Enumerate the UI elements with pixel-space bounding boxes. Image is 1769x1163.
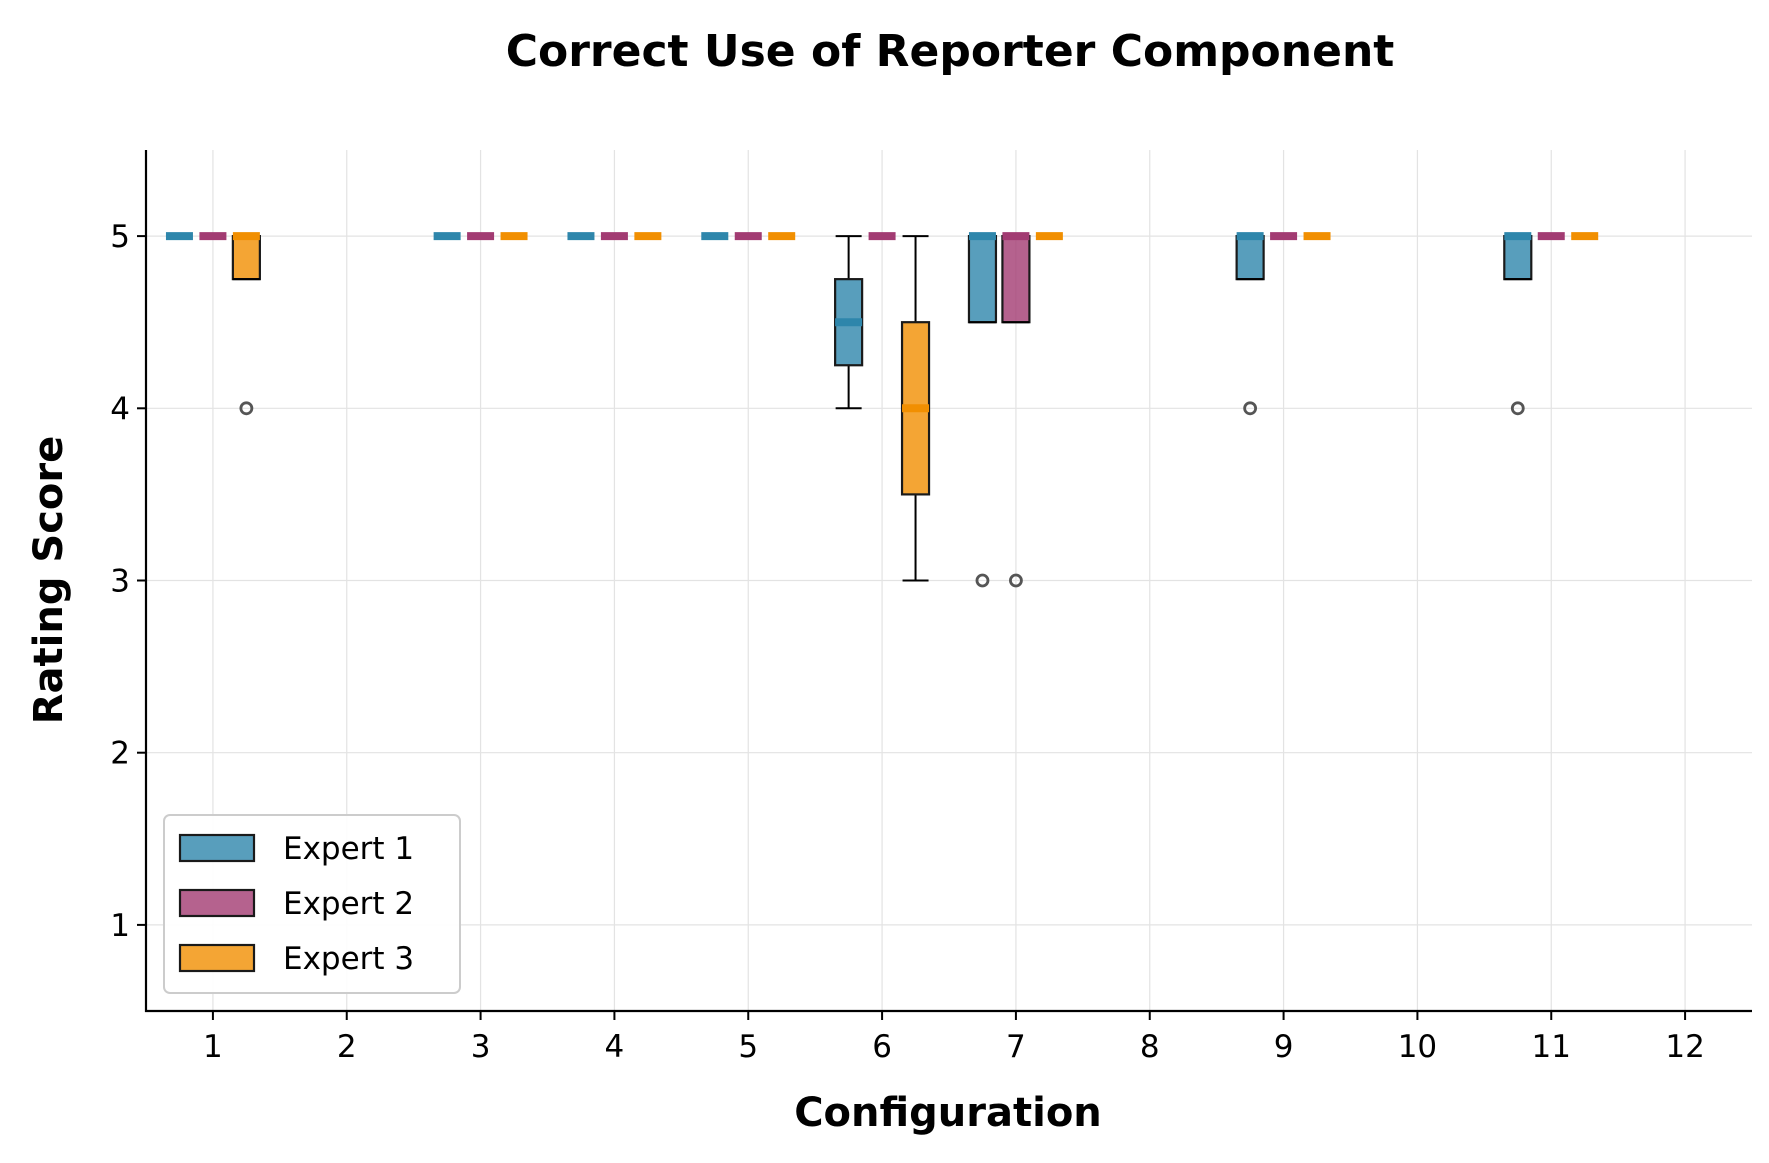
y-ticks: 1 2 3 4 5: [110, 219, 146, 944]
y-tick-label: 3: [110, 564, 130, 600]
iqr-box: [1235, 235, 1265, 281]
outlier-point: [239, 401, 254, 416]
outlier-point: [975, 573, 990, 588]
x-tick-label: 3: [471, 1029, 491, 1065]
outlier-point: [1009, 573, 1023, 588]
y-tick-label: 2: [110, 736, 130, 772]
x-tick-label: 10: [1398, 1029, 1437, 1065]
x-tick-label: 9: [1274, 1029, 1294, 1065]
iqr-box: [967, 235, 998, 324]
chart-title: Correct Use of Reporter Component: [506, 26, 1395, 77]
y-tick-label: 4: [110, 391, 130, 427]
outlier-point: [1510, 401, 1525, 416]
y-tick-label: 1: [110, 908, 130, 944]
x-tick-label: 7: [1006, 1029, 1026, 1065]
x-tick-label: 12: [1665, 1029, 1704, 1065]
box-plot: [231, 232, 261, 416]
x-tick-label: 4: [605, 1029, 625, 1065]
y-axis-label: Rating Score: [26, 436, 72, 725]
x-axis-label: Configuration: [794, 1090, 1102, 1136]
x-tick-label: 2: [337, 1029, 357, 1065]
x-tick-label: 1: [203, 1029, 223, 1065]
box-plots: [165, 232, 1599, 588]
legend-label: Expert 3: [283, 941, 414, 977]
box-plot: [900, 235, 931, 582]
box-plot: [967, 232, 998, 588]
iqr-box: [1503, 235, 1533, 281]
box-plot: [1235, 232, 1265, 416]
legend: Expert 1 Expert 2 Expert 3: [163, 814, 461, 994]
grid: [146, 150, 1752, 1011]
box-plot: [1503, 232, 1533, 416]
x-tick-label: 6: [872, 1029, 892, 1065]
x-tick-label: 11: [1532, 1029, 1571, 1065]
box-plot: [1001, 232, 1031, 588]
legend-swatch: [178, 943, 256, 973]
x-tick-label: 8: [1140, 1029, 1160, 1065]
iqr-box: [231, 235, 261, 281]
iqr-box: [1001, 235, 1031, 324]
legend-swatch: [178, 888, 256, 918]
legend-label: Expert 1: [283, 831, 414, 867]
x-ticks: 1 2 3 4 5 6 7 8 9 10 11 12: [203, 1011, 1705, 1065]
y-tick-label: 5: [110, 219, 130, 255]
legend-swatch: [178, 833, 256, 863]
outlier-point: [1243, 401, 1258, 416]
box-plot: [834, 235, 864, 410]
legend-label: Expert 2: [283, 886, 414, 922]
x-tick-label: 5: [738, 1029, 758, 1065]
